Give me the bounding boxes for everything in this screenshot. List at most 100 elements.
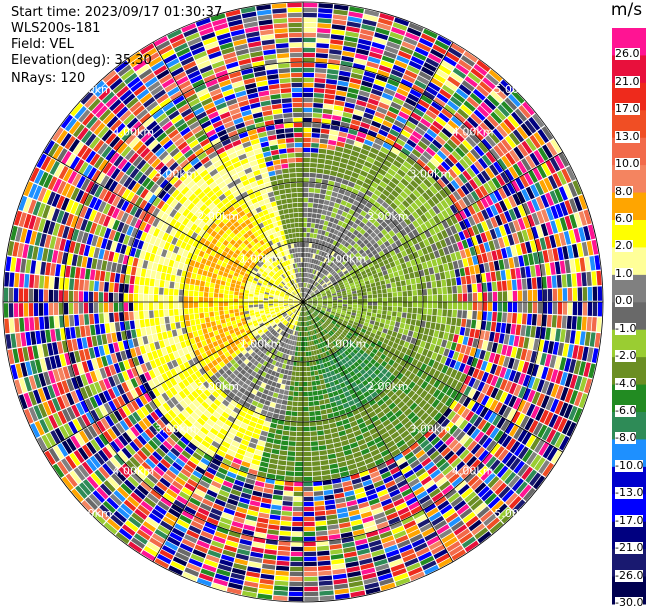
velocity-cell: [402, 307, 407, 312]
velocity-cell: [330, 196, 336, 202]
velocity-cell: [333, 298, 337, 300]
velocity-cell: [300, 367, 303, 371]
velocity-cell: [319, 224, 324, 229]
velocity-cell: [436, 280, 441, 287]
velocity-cell: [297, 422, 303, 426]
velocity-cell: [303, 342, 305, 346]
velocity-cell: [318, 395, 323, 400]
velocity-cell: [491, 322, 496, 332]
velocity-cell: [280, 521, 291, 526]
velocity-cell: [313, 391, 318, 396]
velocity-cell: [311, 451, 319, 456]
velocity-cell: [325, 439, 333, 444]
velocity-cell: [552, 315, 557, 327]
velocity-cell: [303, 98, 313, 102]
velocity-cell: [315, 411, 321, 416]
velocity-cell: [306, 233, 310, 237]
velocity-cell: [324, 94, 334, 99]
velocity-cell: [304, 437, 311, 441]
velocity-cell: [261, 431, 269, 437]
velocity-cell: [329, 463, 338, 469]
velocity-cell: [448, 333, 454, 341]
velocity-cell: [319, 144, 327, 149]
velocity-cell: [581, 272, 586, 286]
velocity-cell: [537, 277, 542, 289]
velocity-cell: [316, 214, 321, 219]
velocity-cell: [339, 393, 345, 399]
velocity-cell: [334, 493, 344, 499]
velocity-cell: [327, 74, 338, 80]
velocity-cell: [473, 293, 477, 301]
velocity-cell: [381, 315, 386, 320]
velocity-cell: [293, 507, 303, 511]
velocity-cell: [311, 143, 319, 148]
velocity-cell: [593, 302, 598, 316]
velocity-cell: [487, 282, 492, 291]
velocity-cell: [315, 183, 321, 188]
velocity-cell: [518, 302, 522, 313]
velocity-cell: [358, 299, 362, 302]
velocity-cell: [307, 213, 312, 218]
velocity-cell: [315, 375, 319, 380]
velocity-cell: [338, 517, 349, 523]
velocity-cell: [330, 44, 343, 50]
velocity-cell: [313, 203, 318, 208]
velocity-cell: [393, 327, 398, 333]
velocity-cell: [316, 536, 328, 541]
velocity-cell: [313, 103, 323, 108]
velocity-cell: [317, 385, 322, 390]
velocity-cell: [316, 531, 327, 536]
velocity-cell: [304, 577, 317, 582]
velocity-cell: [315, 416, 321, 421]
velocity-cell: [525, 326, 531, 337]
velocity-cell: [316, 380, 321, 385]
velocity-cell: [270, 514, 281, 520]
velocity-cell: [304, 532, 315, 537]
velocity-cell: [333, 156, 341, 162]
velocity-cell: [497, 312, 502, 322]
velocity-cell: [323, 424, 330, 429]
velocity-cell: [294, 487, 303, 491]
velocity-cell: [287, 456, 295, 461]
velocity-cell: [315, 521, 326, 526]
velocity-cell: [527, 278, 532, 289]
velocity-cell: [462, 310, 467, 318]
velocity-cell: [403, 329, 409, 335]
velocity-cell: [560, 261, 566, 274]
velocity-cell: [314, 88, 325, 93]
velocity-cell: [550, 262, 556, 275]
velocity-cell: [383, 306, 388, 310]
velocity-cell: [335, 588, 350, 594]
velocity-cell: [279, 531, 290, 536]
velocity-cell: [326, 150, 334, 155]
velocity-cell: [387, 268, 392, 274]
velocity-cell: [334, 203, 340, 209]
velocity-cell: [313, 471, 322, 476]
velocity-cell: [259, 435, 267, 441]
velocity-cell: [417, 308, 422, 314]
velocity-cell: [373, 294, 378, 298]
velocity-cell: [415, 277, 420, 283]
velocity-cell: [271, 397, 277, 402]
velocity-cell: [260, 503, 271, 509]
velocity-cell: [304, 467, 312, 471]
velocity-cell: [303, 357, 306, 361]
velocity-cell: [502, 312, 507, 322]
velocity-cell: [328, 206, 334, 211]
velocity-cell: [333, 437, 341, 443]
velocity-cell: [286, 466, 294, 471]
velocity-cell: [583, 287, 588, 301]
velocity-cell: [303, 158, 310, 162]
velocity-cell: [337, 136, 346, 142]
velocity-cell: [489, 262, 495, 272]
velocity-cell: [425, 275, 430, 282]
velocity-cell: [429, 329, 435, 336]
velocity-cell: [269, 519, 280, 525]
velocity-cell: [416, 320, 421, 326]
velocity-cell: [274, 439, 281, 444]
velocity-cell: [271, 505, 281, 510]
velocity-cell: [471, 320, 476, 329]
velocity-cell: [397, 333, 403, 339]
velocity-cell: [518, 255, 524, 266]
velocity-cell: [458, 294, 462, 302]
